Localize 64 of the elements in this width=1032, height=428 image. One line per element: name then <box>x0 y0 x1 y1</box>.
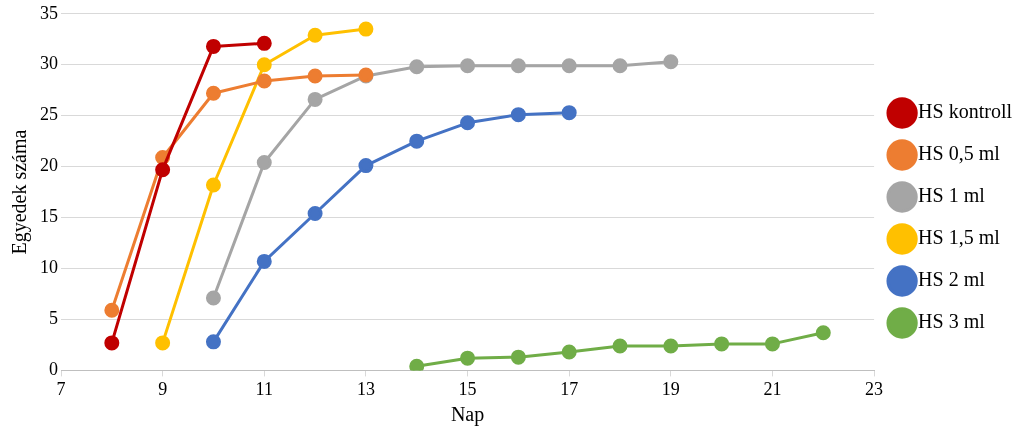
point <box>256 155 272 171</box>
y-tick-label: 30 <box>40 53 58 74</box>
y-tick-label: 20 <box>40 155 58 176</box>
legend-label: HS 2 ml <box>918 268 986 291</box>
point <box>612 338 628 354</box>
point <box>460 350 476 366</box>
point <box>561 105 577 121</box>
x-tick-label: 9 <box>158 378 168 399</box>
y-tick-label: 25 <box>40 104 58 125</box>
point <box>510 58 526 74</box>
point <box>358 21 374 37</box>
point <box>205 177 221 193</box>
point <box>815 325 831 341</box>
point <box>104 335 120 351</box>
point <box>561 58 577 74</box>
point <box>307 68 323 84</box>
legend-label: HS 3 ml <box>918 310 986 333</box>
y-axis-title: Egyedek száma <box>8 129 32 255</box>
point <box>155 335 171 351</box>
y-tick-label: 0 <box>49 359 58 380</box>
point <box>409 358 425 371</box>
point <box>104 302 120 318</box>
point <box>256 57 272 73</box>
x-tick-label: 11 <box>255 378 273 399</box>
point <box>256 73 272 89</box>
y-tick-label: 10 <box>40 257 58 278</box>
point <box>510 349 526 365</box>
point <box>409 133 425 149</box>
point <box>510 107 526 123</box>
legend-label: HS 1 ml <box>918 184 986 207</box>
point <box>205 290 221 306</box>
y-tick-label: 35 <box>40 2 58 23</box>
x-tick-label: 13 <box>356 378 375 399</box>
point <box>460 115 476 131</box>
legend-label: HS kontroll <box>918 100 1013 123</box>
point <box>155 162 171 178</box>
point <box>307 27 323 43</box>
point <box>358 158 374 174</box>
point <box>612 58 628 74</box>
x-tick-label: 23 <box>865 378 884 399</box>
point <box>764 336 780 352</box>
y-tick-label: 15 <box>40 206 58 227</box>
x-tick-label: 19 <box>661 378 680 399</box>
x-tick-label: 21 <box>763 378 782 399</box>
legend-label: HS 1,5 ml <box>918 226 1001 249</box>
point <box>205 334 221 350</box>
legend-label: HS 0,5 ml <box>918 142 1001 165</box>
point <box>307 206 323 221</box>
point <box>205 38 221 54</box>
point <box>256 253 272 269</box>
point <box>256 35 272 51</box>
x-axis-title: Nap <box>450 403 485 427</box>
point <box>714 336 730 352</box>
point <box>307 91 323 107</box>
point <box>205 85 221 101</box>
x-tick-label: 17 <box>560 378 579 399</box>
x-tick-label: 15 <box>458 378 477 399</box>
point <box>409 59 425 75</box>
x-tick-label: 7 <box>56 378 66 399</box>
point <box>663 54 679 70</box>
y-tick-label: 5 <box>49 308 58 329</box>
point <box>460 58 476 74</box>
point <box>663 338 679 354</box>
point <box>561 344 577 360</box>
